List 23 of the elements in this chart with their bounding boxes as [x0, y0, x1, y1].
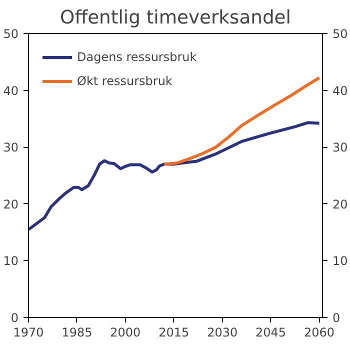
y2-tick-label: 10: [332, 254, 348, 268]
x-tick-label: 2015: [158, 326, 190, 340]
line-series: [28, 121, 321, 231]
y-tick-label: 30: [3, 140, 19, 155]
y-tick-label: 40: [3, 84, 19, 98]
y2-tick-label: 0: [332, 311, 340, 325]
chart-title: Offentlig timeverksandel: [60, 8, 291, 28]
x-tick-label: 2060: [304, 326, 335, 340]
y2-tick-label: 50: [332, 27, 348, 41]
legend-label: Økt ressursbruk: [77, 74, 172, 88]
y-tick-label: 20: [3, 197, 19, 212]
x-tick-label: 2045: [256, 326, 286, 340]
x-tick-label: 2030: [207, 326, 238, 340]
y2-tick-label: 40: [332, 84, 348, 98]
x-tick-label: 1985: [62, 326, 92, 340]
y-tick-label: 10: [3, 254, 19, 268]
y2-tick-label: 30: [332, 140, 348, 155]
y2-tick-label: 20: [332, 197, 348, 212]
y-tick-label: 0: [10, 311, 19, 325]
x-tick-label: 1970: [13, 326, 44, 340]
y-tick-label: 50: [3, 27, 19, 41]
legend-label: Dagens ressursbruk: [77, 50, 197, 64]
x-tick-label: 2000: [110, 326, 141, 340]
